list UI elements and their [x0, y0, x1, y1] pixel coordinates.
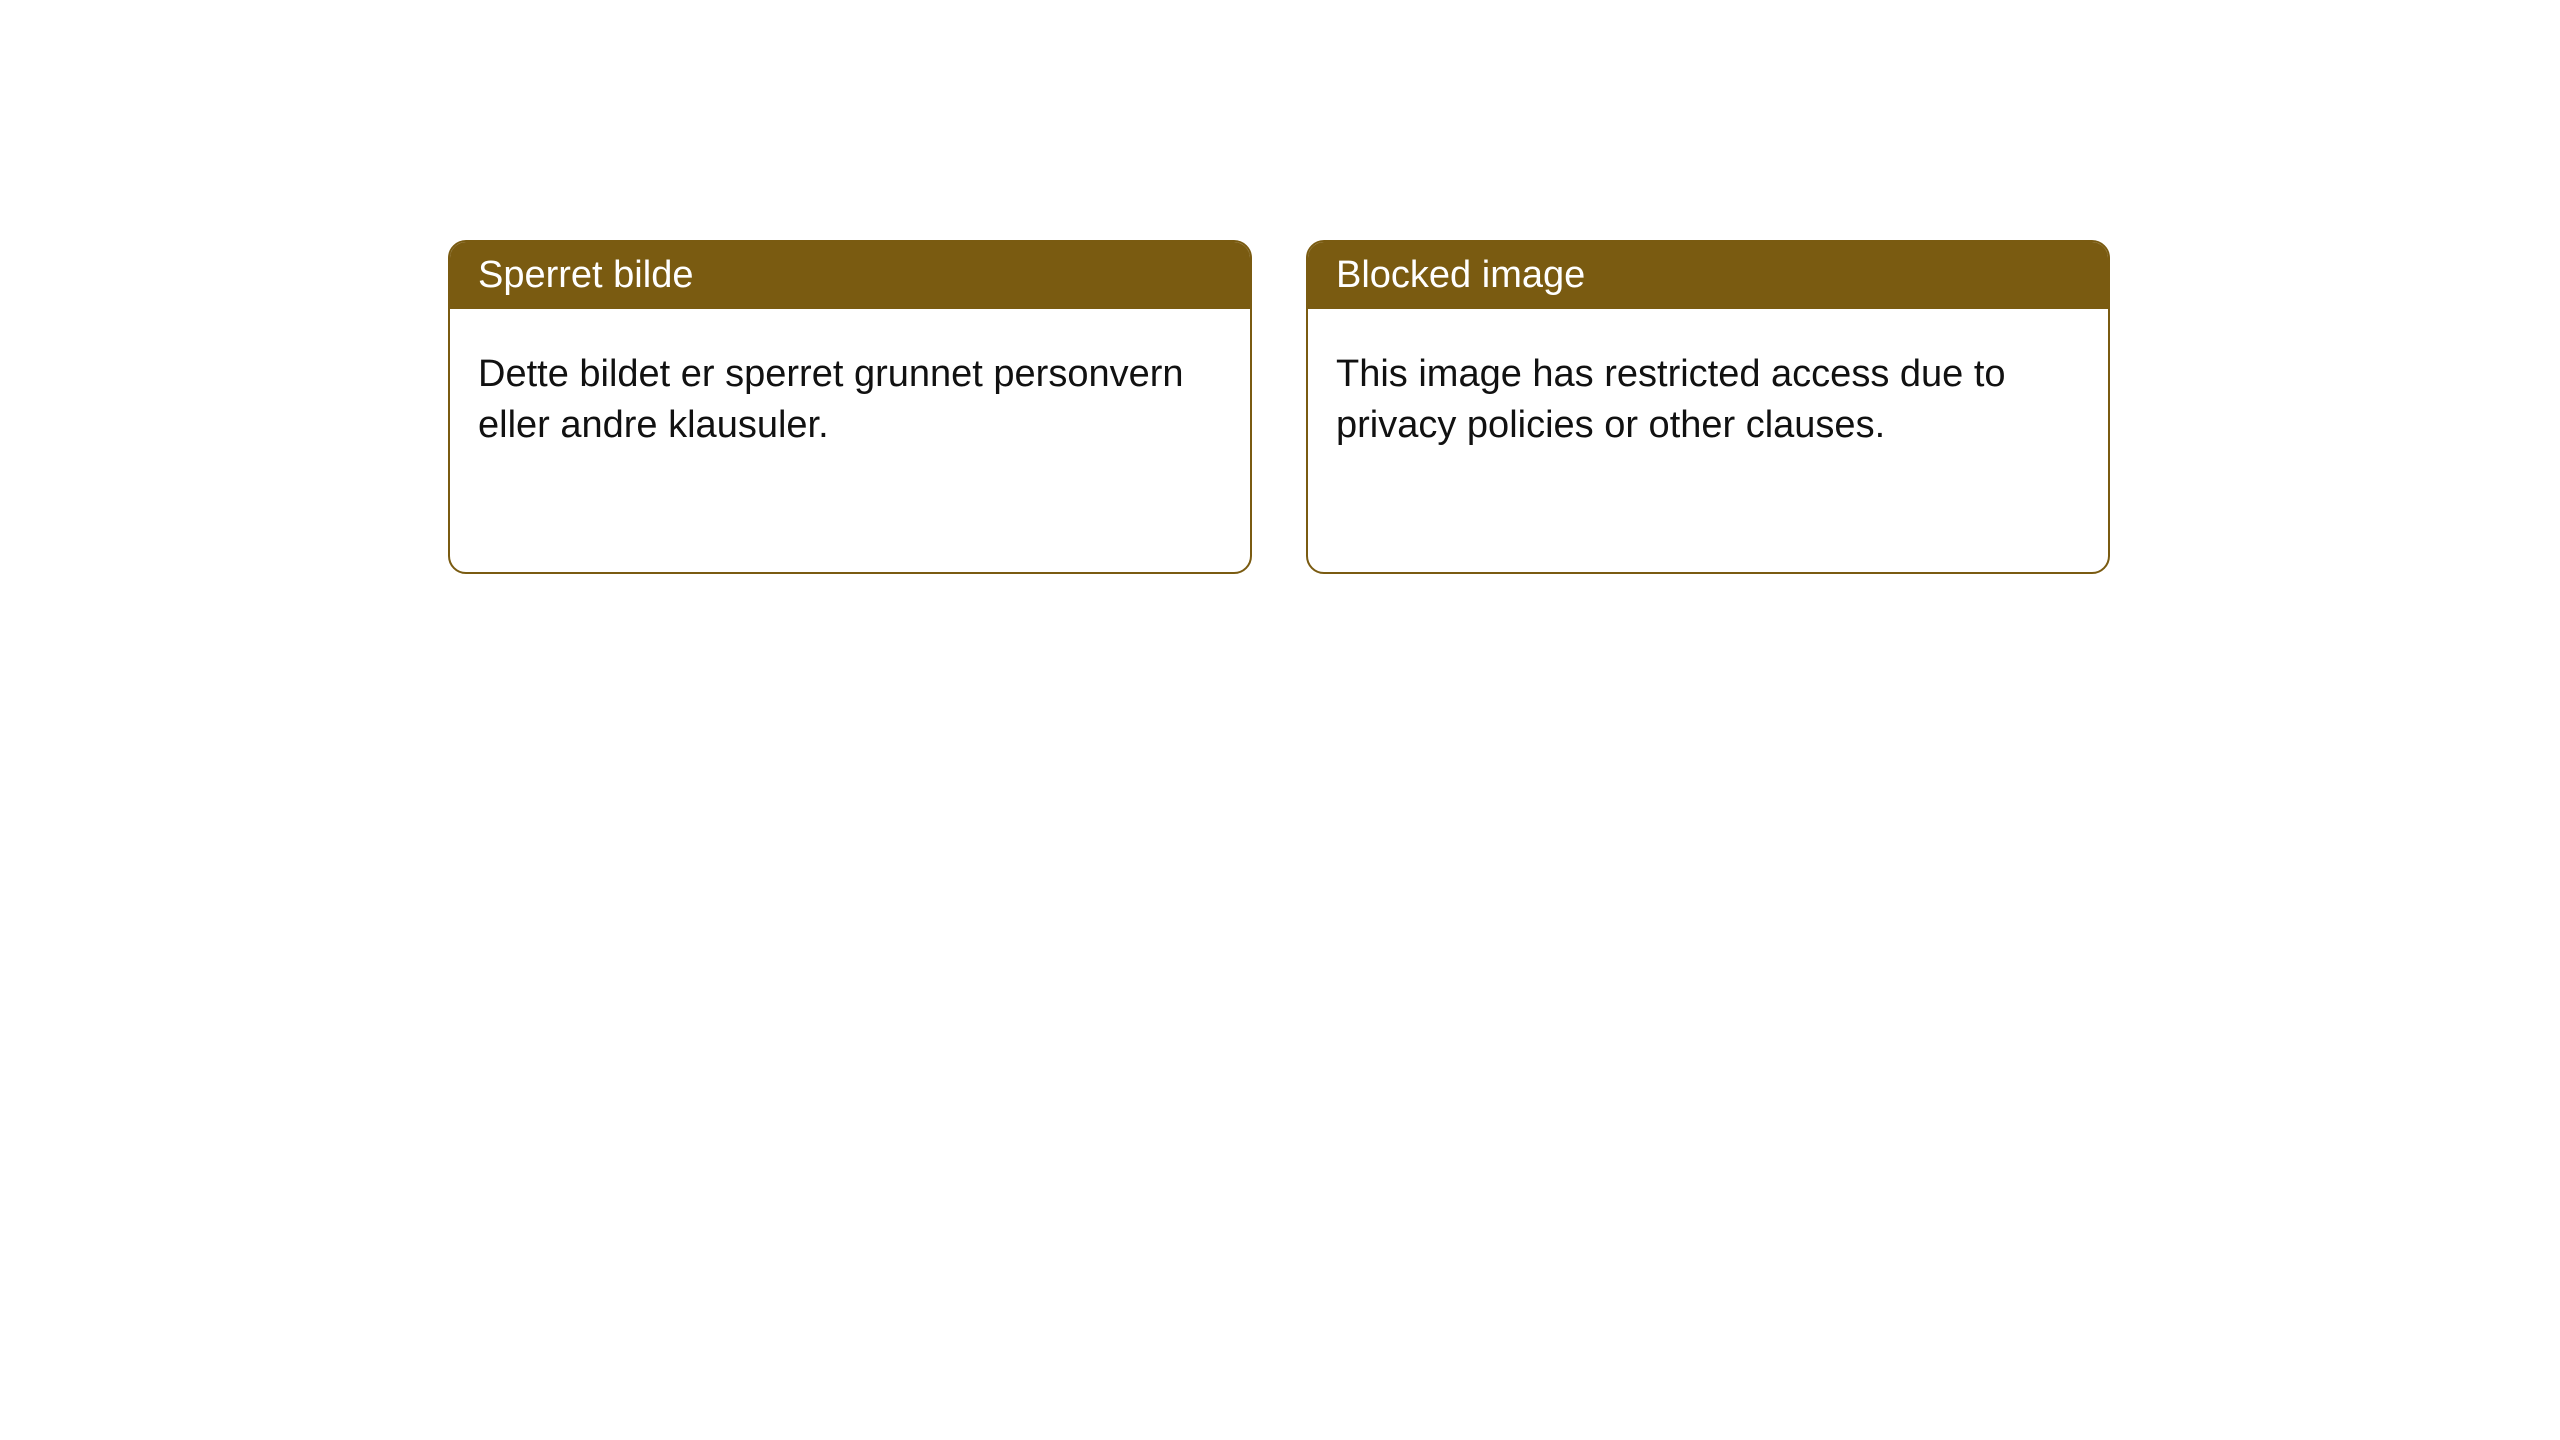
notice-panel-english: Blocked image This image has restricted …: [1306, 240, 2110, 574]
notice-panels-container: Sperret bilde Dette bildet er sperret gr…: [448, 240, 2110, 574]
panel-title-norwegian: Sperret bilde: [450, 242, 1250, 309]
panel-title-english: Blocked image: [1308, 242, 2108, 309]
panel-body-english: This image has restricted access due to …: [1308, 309, 2108, 492]
notice-panel-norwegian: Sperret bilde Dette bildet er sperret gr…: [448, 240, 1252, 574]
panel-body-norwegian: Dette bildet er sperret grunnet personve…: [450, 309, 1250, 492]
